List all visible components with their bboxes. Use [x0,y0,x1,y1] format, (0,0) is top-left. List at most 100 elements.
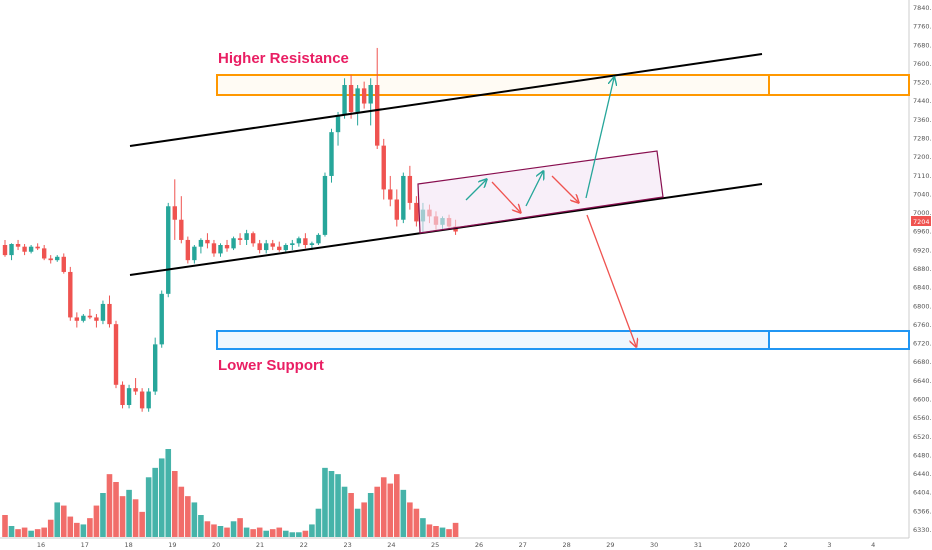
volume-bar [198,515,204,537]
volume-bar [315,508,322,537]
time-tick-label: 17 [81,541,89,549]
volume-bar [367,493,374,537]
volume-bar [387,483,394,537]
volume-bar [335,474,341,537]
candle [231,236,236,251]
candle [361,81,367,109]
candle [335,111,341,146]
volume-bar [100,493,106,537]
volume-bar [119,496,126,537]
current-price-box: 7204 [911,216,931,226]
higher-resistance-label: Higher Resistance [218,50,349,67]
volume-bar [348,493,354,537]
candle [172,179,177,240]
time-tick-label: 31 [694,541,702,549]
current-price-badge [911,216,931,226]
candle [322,172,328,237]
price-tick-label: 6880.00 [913,265,932,273]
price-axis: 7840.00 7760.00 7680.00 7600.00 7520.00 7440.… [908,0,932,538]
volume-bar [439,527,446,537]
candle [94,314,99,328]
candle [126,384,132,409]
candle-body [133,388,138,392]
time-tick-labels: 16 17 18 19 20 21 22 23 24 25 26 27 28 29 30 31 2020 2 3 4 [37,541,875,549]
candle [388,175,393,207]
price-tick-label: 7360.00 [913,116,932,124]
candle [48,255,53,264]
lower-support-zone [216,330,910,350]
time-tick-label: 25 [431,541,439,549]
candle-body [146,391,151,409]
candle [237,233,243,245]
candle [166,202,171,298]
price-tick-label: 6520.00 [913,433,932,441]
volume-bar [426,524,433,537]
volume-bar [400,489,407,537]
candle [296,236,302,247]
price-tick-label: 7840.00 [913,4,932,12]
candle-body [55,256,60,261]
volume-bar [217,526,224,537]
price-tick-label: 6680.00 [913,358,932,366]
candle-body [15,243,21,247]
price-tick-label: 7680.00 [913,41,932,49]
candle [250,231,256,247]
time-tick-label: 2020 [734,541,751,549]
candle [113,320,119,389]
price-tick-label: 7200.00 [913,153,932,161]
volume-bar [243,527,250,537]
volume-bar [87,518,93,537]
candle [81,314,86,323]
candle [107,295,112,328]
candle-body [250,233,256,244]
volume-bar [380,477,387,537]
candle [277,241,282,252]
price-tick-label: 6800.00 [913,302,932,310]
time-tick-label: 16 [37,541,45,549]
candle-body [414,202,419,222]
candle-body [28,246,34,252]
candle-body [185,239,191,261]
price-tick-label: 7600.00 [913,60,932,68]
candle-body [270,243,275,247]
candle-body [401,175,406,220]
price-tick-label: 6600.00 [913,396,932,404]
arrow-up-breakout [585,78,614,199]
candle-body [224,245,230,249]
candle-body [375,85,380,146]
candle [218,243,223,257]
volume-bar [452,522,459,537]
price-tick-label: 6720.00 [913,340,932,348]
time-tick-label: 20 [212,541,220,549]
candle [185,236,191,264]
volume-bar [250,529,256,537]
candle [159,290,164,348]
volume-bar [263,530,269,537]
volume-bars [2,449,459,537]
candle-body [61,256,66,272]
candle [87,309,93,320]
volume-bar [289,532,296,537]
volume-bar [322,467,328,537]
candle-body [159,293,164,345]
candle-body [94,317,99,321]
candle [9,243,14,261]
candle [2,239,8,257]
candle-body [211,243,217,254]
candle-body [309,243,315,245]
candle-body [9,243,14,256]
volume-bar [361,502,367,537]
volume-bar [185,496,191,537]
candle [146,388,151,412]
support-box-extension [768,330,910,350]
price-tick-label: 6330.00 [913,526,932,534]
candle [224,239,230,252]
candle-body [22,246,27,252]
candle-body [368,85,373,104]
candle-body [361,88,367,104]
volume-bar [34,529,41,537]
candle [401,172,406,224]
candle [316,233,321,245]
candle [348,74,354,119]
